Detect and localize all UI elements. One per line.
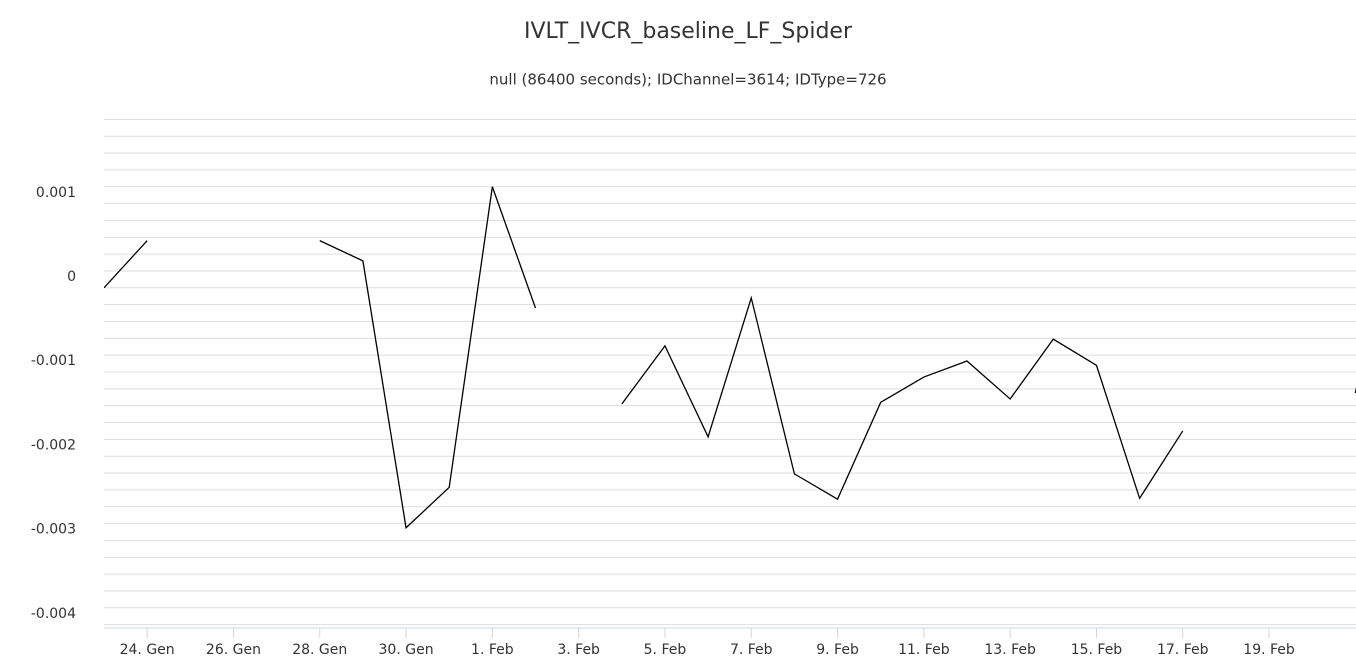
x-tick-label: 1. Feb: [471, 642, 514, 658]
x-tick-label: 30. Gen: [379, 642, 434, 658]
x-tick-label: 15. Feb: [1071, 642, 1123, 658]
x-tick-label: 19. Feb: [1243, 642, 1295, 658]
series-line: [104, 186, 1356, 530]
x-tick-label: 5. Feb: [644, 642, 687, 658]
y-tick-label: 0: [67, 269, 76, 285]
x-tick-label: 11. Feb: [898, 642, 950, 658]
x-tick-label: 24. Gen: [120, 642, 175, 658]
x-tick-label: 3. Feb: [557, 642, 600, 658]
y-tick-label: 0.001: [36, 185, 76, 201]
y-tick-label: -0.003: [31, 522, 76, 538]
x-tick-label: 9. Feb: [816, 642, 859, 658]
chart-subtitle: null (86400 seconds); IDChannel=3614; ID…: [489, 71, 886, 89]
y-tick-label: -0.004: [31, 606, 76, 622]
x-tick-label: 26. Gen: [206, 642, 261, 658]
chart-title: IVLT_IVCR_baseline_LF_Spider: [524, 19, 853, 44]
plot-area: [104, 186, 1356, 530]
x-tick-label: 13. Feb: [984, 642, 1036, 658]
y-tick-label: -0.002: [31, 437, 76, 453]
x-tick-label: 28. Gen: [292, 642, 347, 658]
x-tick-label: 17. Feb: [1157, 642, 1209, 658]
x-tick-label: 7. Feb: [730, 642, 773, 658]
y-tick-label: -0.001: [31, 353, 76, 369]
